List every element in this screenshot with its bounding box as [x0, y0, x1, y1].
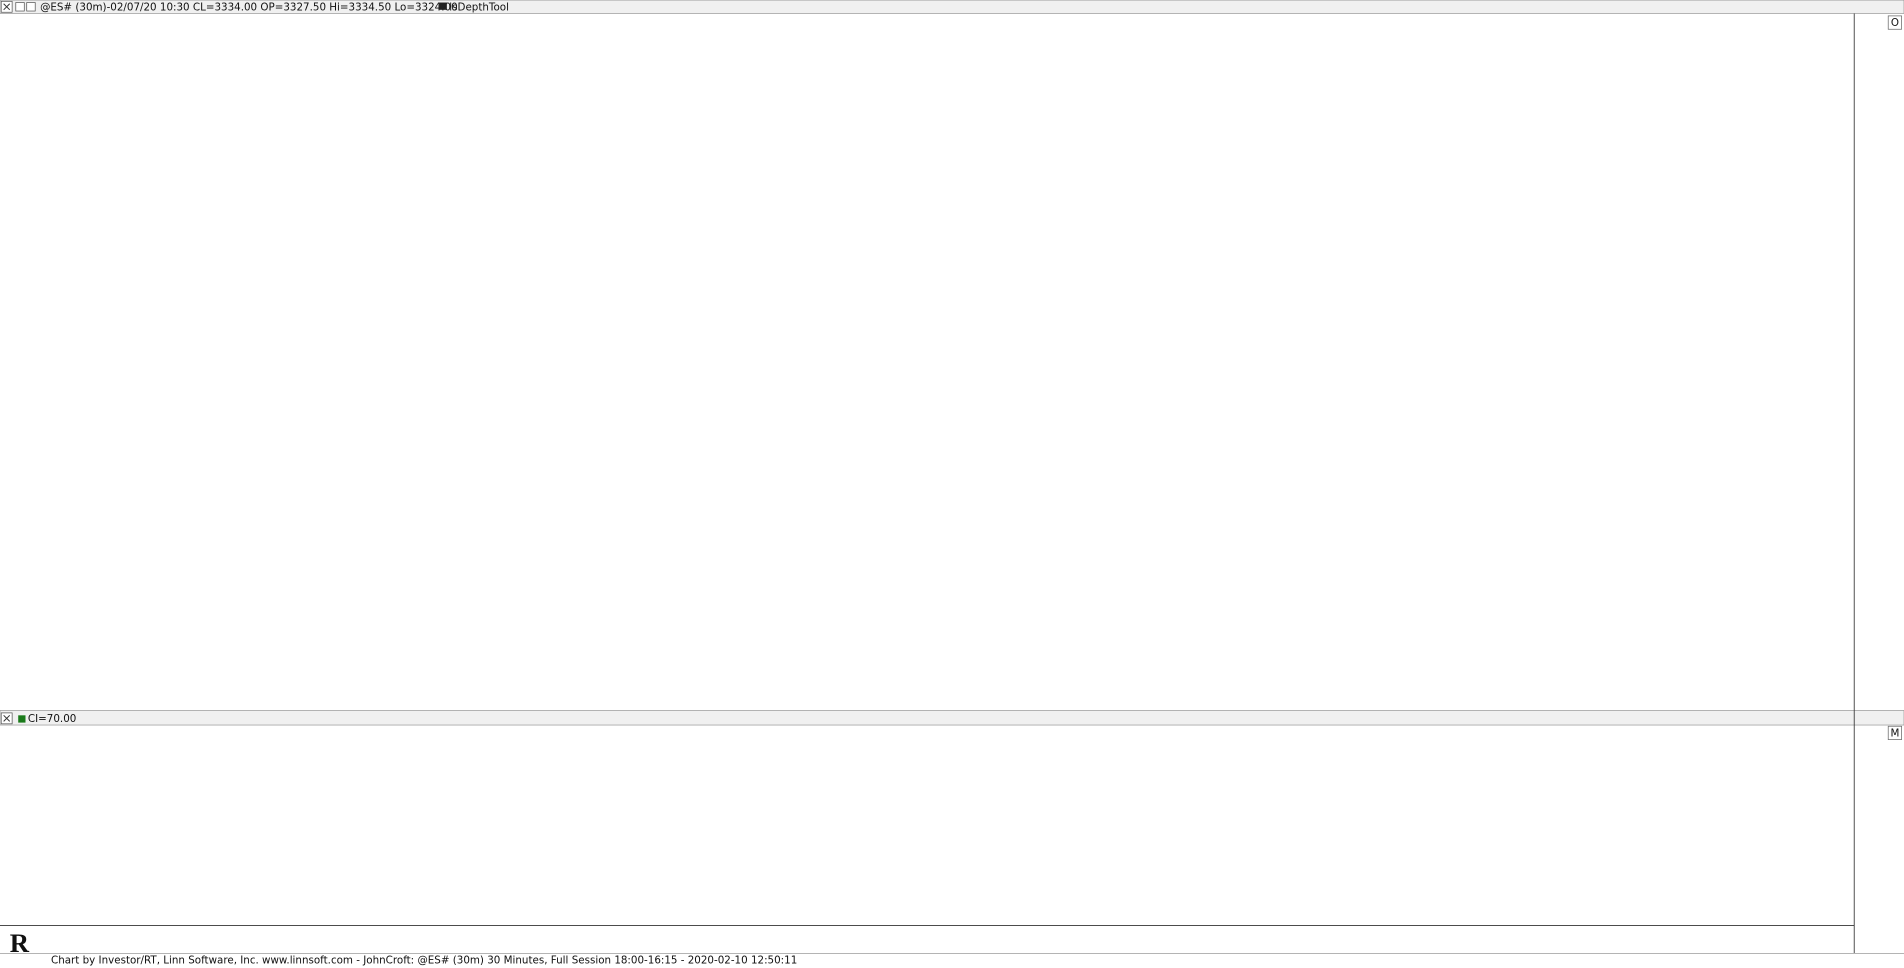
tool-name: lsDepthTool [449, 1, 509, 13]
indicator-bar [0, 710, 1904, 726]
indicator-title: CI=70.00 [28, 713, 76, 725]
pane-button-label: M [1890, 728, 1899, 740]
pane-button[interactable] [1887, 15, 1902, 30]
pane-button[interactable] [1887, 725, 1902, 740]
symbol-info: @ES# (30m)-02/07/20 10:30 CL=3334.00 OP=… [40, 1, 458, 13]
indicator-icon [18, 715, 26, 723]
window-button[interactable] [15, 2, 25, 12]
pane-button-label: O [1891, 17, 1899, 29]
close-icon [3, 714, 11, 722]
window-button[interactable] [26, 2, 36, 12]
tool-icon [439, 2, 447, 10]
logo: R [10, 928, 30, 958]
close-icon [3, 3, 11, 11]
footer: Chart by Investor/RT, Linn Software, Inc… [51, 955, 797, 967]
